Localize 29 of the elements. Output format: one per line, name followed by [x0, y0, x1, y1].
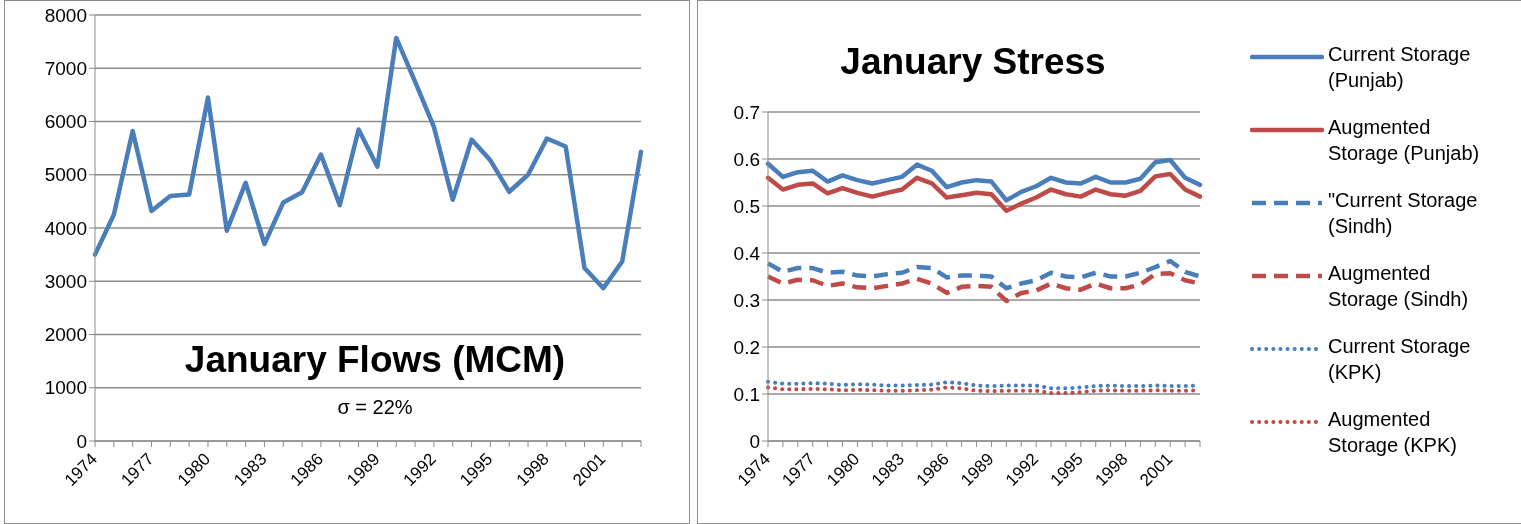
y-tick-label: 0.4: [733, 242, 761, 264]
text: January Flows (MCM): [183, 339, 567, 381]
y-tick-label: 5000: [44, 164, 87, 186]
y-tick-label: 0.7: [733, 101, 760, 123]
y-tick-label: 1000: [44, 377, 87, 399]
y-tick-label: 6000: [44, 111, 87, 133]
y-tick-label: 8000: [44, 4, 87, 26]
y-tick-label: 0.1: [733, 383, 760, 405]
annotation: σ = 22%: [336, 396, 414, 419]
y-tick-label: 3000: [44, 270, 87, 292]
line-series: [92, 35, 644, 291]
legend-label: Current Storage (Punjab): [1328, 42, 1472, 93]
line-series: [765, 157, 1203, 203]
y-tick-label: 0.6: [733, 148, 760, 170]
y-tick-label: 4000: [44, 217, 87, 239]
y-tick-label: 0: [749, 430, 760, 452]
legend-label: Augmented Storage (Punjab): [1328, 115, 1481, 166]
y-tick-label: 7000: [44, 58, 87, 79]
y-tick-label: 0: [76, 430, 87, 452]
y-tick-label: 0.5: [733, 195, 760, 217]
legend-label: "Current Storage (Sindh): [1328, 188, 1479, 239]
y-tick-label: 0.2: [733, 336, 760, 358]
legend-label: Augmented Storage (Sindh): [1328, 261, 1470, 312]
y-tick-label: 0.3: [733, 289, 760, 311]
legend-label: Current Storage (KPK): [1328, 334, 1472, 385]
line-series: [765, 171, 1203, 213]
legend-label: Augmented Storage (KPK): [1328, 407, 1458, 458]
y-tick-label: 2000: [44, 324, 87, 346]
chart-title: January Stress: [839, 41, 1107, 83]
